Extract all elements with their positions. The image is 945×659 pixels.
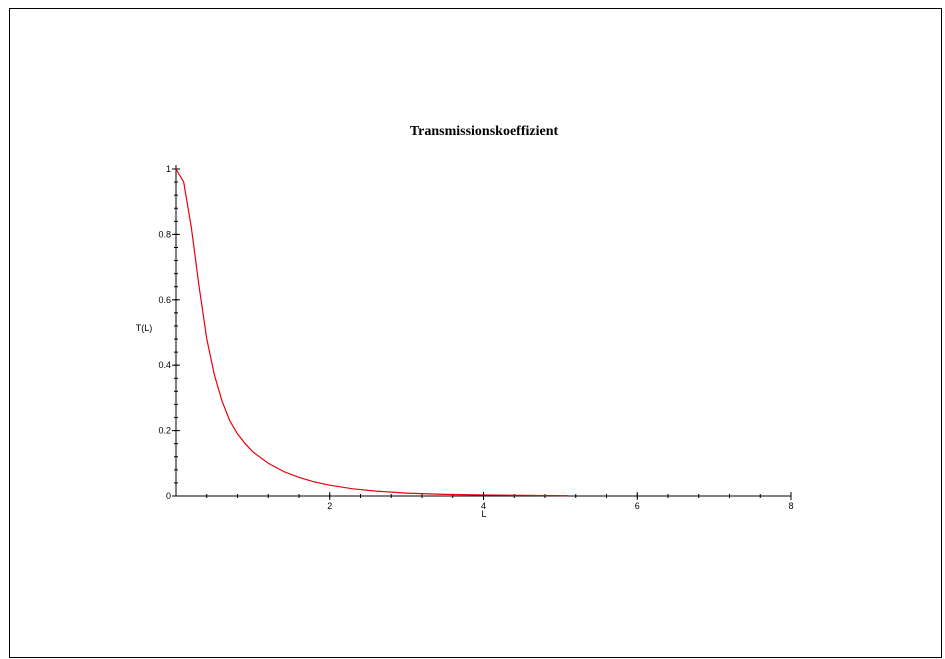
x-tick-label: 6 (635, 501, 640, 511)
x-tick-label: 8 (788, 501, 793, 511)
x-tick-label: 4 (481, 501, 486, 511)
x-axis-label: L (481, 509, 486, 519)
y-tick-label: 0 (166, 491, 171, 501)
y-tick-label: 0.2 (158, 426, 171, 436)
series-layer (175, 168, 569, 497)
y-tick-label: 0.4 (158, 360, 171, 370)
y-tick-label: 0.8 (158, 229, 171, 239)
y-axis-label: T(L) (136, 323, 153, 333)
y-tick-label: 0.6 (158, 295, 171, 305)
chart: Transmissionskoeffizient L T(L) 2 4 6 8 0 0.2… (136, 124, 794, 519)
x-tick-label: 2 (327, 501, 332, 511)
plot-window: Transmissionskoeffizient L T(L) 2 4 6 8 0 0.2… (9, 8, 942, 658)
y-tick-label: 1 (166, 164, 171, 174)
chart-title: Transmissionskoeffizient (410, 124, 559, 139)
series-line (175, 168, 569, 497)
axes: 2 4 6 8 0 0.2 0.4 0.6 0.8 1 (158, 164, 793, 511)
